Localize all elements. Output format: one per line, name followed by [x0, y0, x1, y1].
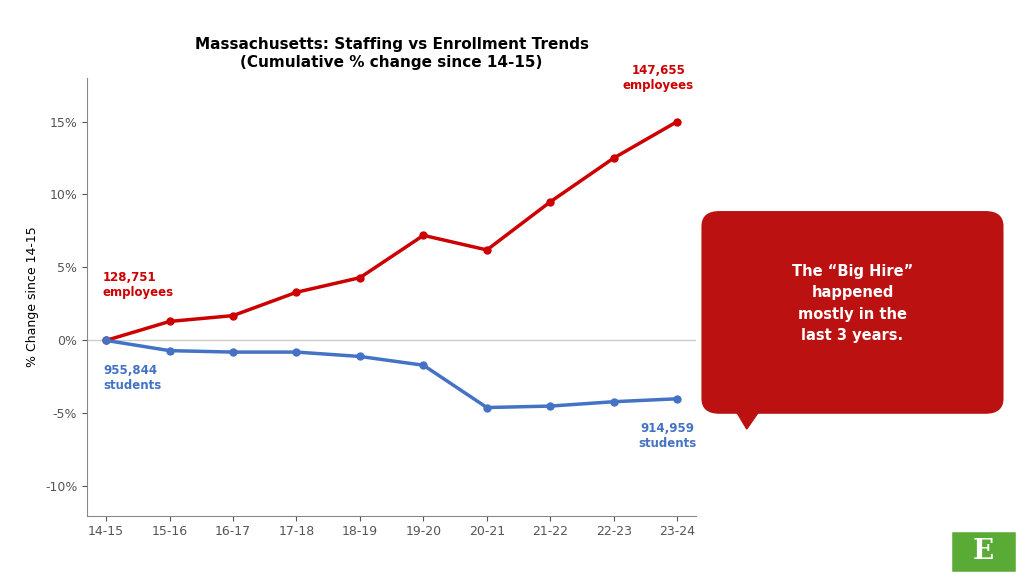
Polygon shape	[720, 384, 768, 429]
Text: 128,751
employees: 128,751 employees	[102, 271, 174, 299]
Text: Analysis by Edunomics Lab using:: Analysis by Edunomics Lab using:	[18, 547, 210, 556]
Text: 955,844
students: 955,844 students	[102, 365, 161, 392]
Text: The “Big Hire”
happened
mostly in the
last 3 years.: The “Big Hire” happened mostly in the la…	[792, 264, 913, 343]
Y-axis label: % Change since 14-15: % Change since 14-15	[27, 226, 39, 367]
Title: Massachusetts: Staffing vs Enrollment Trends
(Cumulative % change since 14-15): Massachusetts: Staffing vs Enrollment Tr…	[195, 37, 589, 70]
Text: Over the last decade, Massachusetts staff is up 15% while total enrollment is do: Over the last decade, Massachusetts staf…	[51, 21, 973, 40]
Text: 147,655
employees: 147,655 employees	[623, 65, 694, 92]
Text: 914,959
students: 914,959 students	[639, 422, 697, 450]
Text: E: E	[973, 538, 994, 565]
FancyBboxPatch shape	[701, 211, 1004, 414]
Text: Massachusetts DESE Staffing Data: Massachusetts DESE Staffing Data	[201, 547, 418, 556]
